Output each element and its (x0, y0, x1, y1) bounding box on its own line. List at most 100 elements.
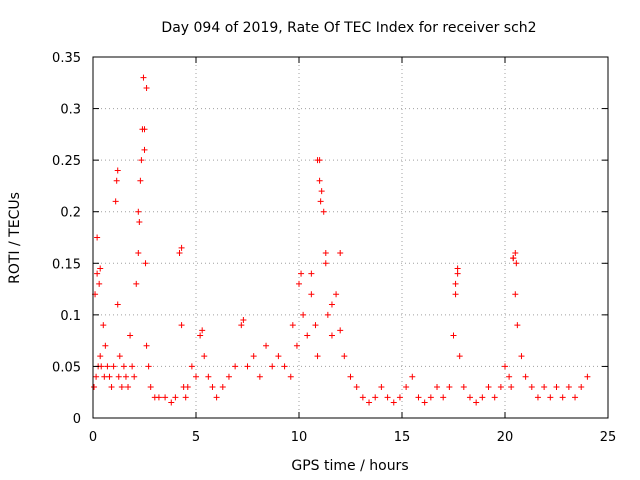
data-point (102, 342, 109, 349)
data-point (225, 373, 232, 380)
data-point (514, 322, 521, 329)
x-tick-label: 20 (497, 430, 514, 445)
data-point (201, 353, 208, 360)
data-point (584, 373, 591, 380)
data-point (168, 399, 175, 406)
data-point (140, 74, 147, 81)
data-point (316, 177, 323, 184)
data-point (145, 363, 152, 370)
data-point (213, 394, 220, 401)
data-point (104, 363, 111, 370)
data-point (238, 322, 245, 329)
data-point (479, 394, 486, 401)
data-point (136, 219, 143, 226)
data-point (94, 234, 101, 241)
y-axis-title: ROTI / TECUs (7, 192, 23, 284)
data-point (559, 394, 566, 401)
data-point (337, 327, 344, 334)
data-point (108, 384, 115, 391)
data-point (96, 280, 103, 287)
data-point (547, 394, 554, 401)
y-tick-label: 0.35 (52, 51, 81, 66)
y-tick-label: 0.25 (52, 154, 81, 169)
data-point (122, 373, 129, 380)
data-point (232, 363, 239, 370)
data-point (114, 167, 121, 174)
plot-frame (92, 56, 609, 419)
data-point (308, 291, 315, 298)
data-point (250, 353, 257, 360)
y-tick-label: 0.05 (52, 360, 81, 375)
data-point (378, 384, 385, 391)
data-point (184, 384, 191, 391)
x-tick-label: 15 (394, 430, 411, 445)
data-point (372, 394, 379, 401)
data-point (528, 384, 535, 391)
x-tick-label: 5 (192, 430, 200, 445)
data-point (421, 399, 428, 406)
data-point (328, 301, 335, 308)
data-point (506, 373, 513, 380)
data-point (178, 244, 185, 251)
data-point (197, 332, 204, 339)
data-point (199, 327, 206, 334)
data-point (497, 384, 504, 391)
data-point (127, 332, 134, 339)
data-point (409, 373, 416, 380)
data-point (318, 188, 325, 195)
data-point (473, 399, 480, 406)
data-point (308, 270, 315, 277)
data-point (452, 291, 459, 298)
data-point (317, 198, 324, 205)
data-point (578, 384, 585, 391)
data-point (314, 353, 321, 360)
data-point (518, 353, 525, 360)
data-point (434, 384, 441, 391)
data-point (155, 394, 162, 401)
data-points (91, 74, 591, 406)
data-point (304, 332, 311, 339)
x-tick-label: 25 (600, 430, 617, 445)
data-point (415, 394, 422, 401)
data-point (312, 322, 319, 329)
data-point (466, 394, 473, 401)
data-point (427, 394, 434, 401)
data-point (512, 291, 519, 298)
data-point (178, 322, 185, 329)
data-point (162, 394, 169, 401)
data-point (300, 311, 307, 318)
data-point (193, 373, 199, 380)
y-tick-label: 0.1 (60, 309, 81, 324)
data-point (485, 384, 492, 391)
data-point (440, 394, 447, 401)
data-point (101, 373, 108, 380)
data-point (513, 260, 520, 267)
data-point (129, 363, 136, 370)
data-point (341, 353, 348, 360)
chart-title: Day 094 of 2019, Rate Of TEC Index for r… (161, 20, 536, 36)
data-point (320, 208, 327, 215)
data-point (314, 157, 321, 164)
data-point (93, 373, 100, 380)
data-point (454, 265, 461, 272)
data-point (454, 270, 461, 277)
data-point (522, 373, 529, 380)
data-point (502, 363, 508, 370)
data-point (337, 249, 344, 256)
x-axis-title: GPS time / hours (291, 458, 408, 474)
data-point (176, 249, 183, 256)
data-point (510, 255, 517, 262)
data-point (298, 270, 305, 277)
data-point (446, 384, 453, 391)
data-point (115, 373, 122, 380)
data-point (289, 322, 296, 329)
data-point (133, 280, 140, 287)
data-point (281, 363, 288, 370)
x-axis-ticks: 0 5 10 15 20 25 (89, 57, 616, 445)
data-point (135, 249, 142, 256)
data-point (114, 301, 121, 308)
data-point (141, 146, 148, 153)
y-axis-ticks: 0 0.05 0.1 0.15 0.2 0.25 0.3 0.35 (52, 51, 608, 427)
data-point (118, 384, 125, 391)
